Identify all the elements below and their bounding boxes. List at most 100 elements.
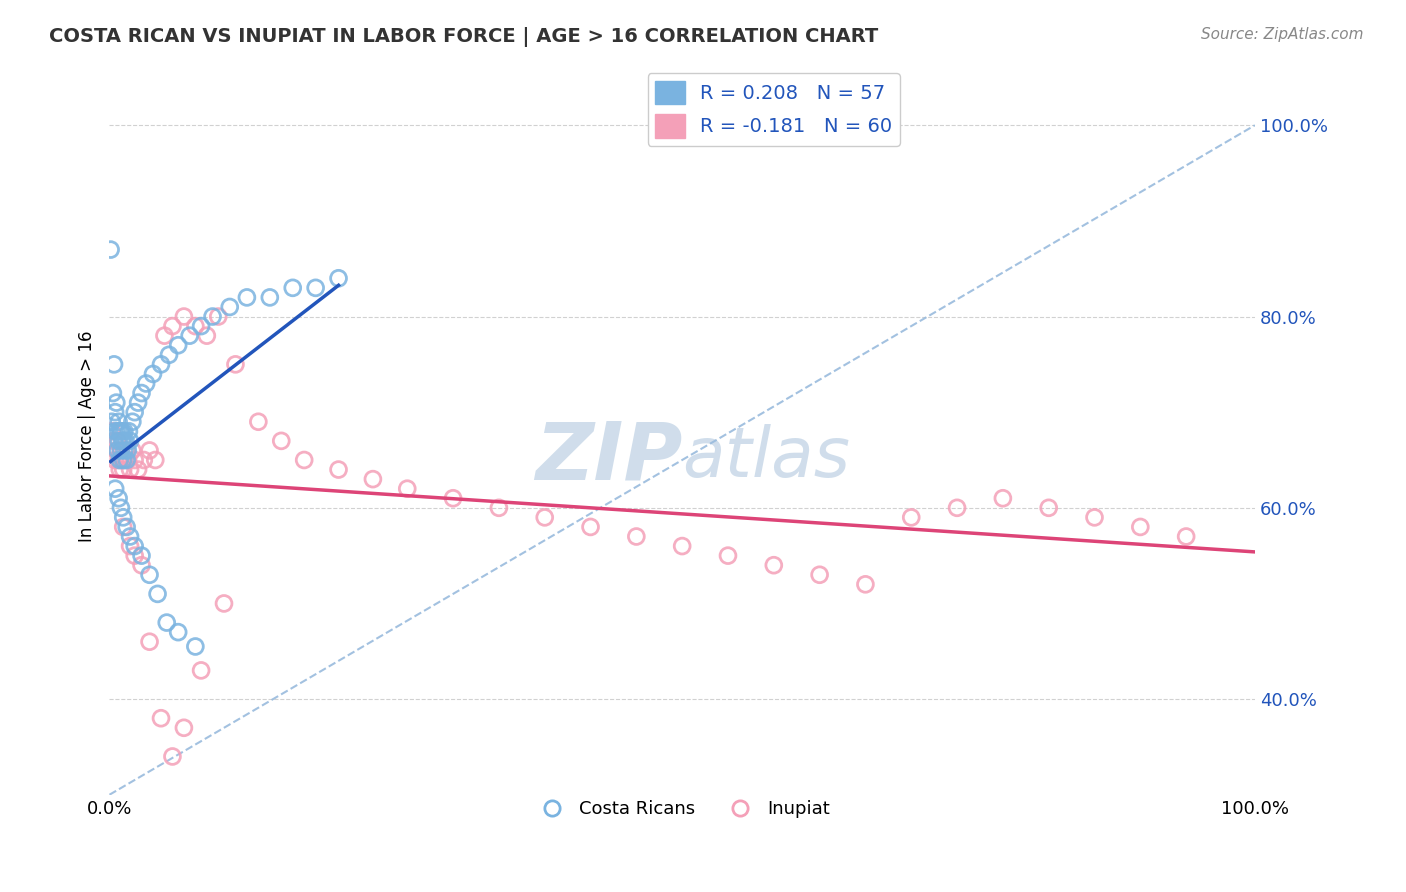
Point	[328, 462, 350, 476]
Point	[150, 711, 173, 725]
Point	[533, 510, 555, 524]
Point	[101, 386, 124, 401]
Y-axis label: In Labor Force | Age > 16: In Labor Force | Age > 16	[79, 330, 96, 541]
Point	[138, 634, 160, 648]
Point	[107, 453, 129, 467]
Point	[173, 721, 195, 735]
Point	[120, 462, 142, 476]
Point	[991, 491, 1014, 506]
Point	[900, 510, 922, 524]
Text: ZIP: ZIP	[534, 418, 682, 497]
Point	[124, 549, 146, 563]
Point	[131, 549, 153, 563]
Point	[112, 434, 135, 448]
Point	[118, 425, 141, 439]
Point	[115, 453, 138, 467]
Point	[121, 415, 143, 429]
Point	[281, 281, 304, 295]
Point	[808, 567, 831, 582]
Point	[107, 434, 129, 448]
Point	[112, 510, 135, 524]
Point	[103, 434, 125, 448]
Point	[108, 462, 131, 476]
Point	[579, 520, 602, 534]
Point	[110, 500, 132, 515]
Point	[671, 539, 693, 553]
Point	[112, 453, 135, 467]
Point	[143, 453, 166, 467]
Point	[146, 587, 169, 601]
Point	[120, 434, 142, 448]
Point	[111, 453, 134, 467]
Point	[224, 357, 246, 371]
Point	[138, 443, 160, 458]
Point	[105, 395, 128, 409]
Point	[236, 290, 259, 304]
Point	[114, 434, 136, 448]
Point	[100, 425, 122, 439]
Point	[107, 491, 129, 506]
Point	[115, 443, 138, 458]
Point	[124, 539, 146, 553]
Point	[179, 328, 201, 343]
Point	[131, 558, 153, 573]
Point	[304, 281, 326, 295]
Point	[107, 443, 129, 458]
Point	[162, 749, 184, 764]
Point	[132, 453, 155, 467]
Point	[190, 319, 212, 334]
Point	[100, 243, 122, 257]
Point	[946, 500, 969, 515]
Point	[292, 453, 315, 467]
Text: Source: ZipAtlas.com: Source: ZipAtlas.com	[1201, 27, 1364, 42]
Point	[361, 472, 384, 486]
Point	[167, 625, 190, 640]
Point	[201, 310, 224, 324]
Point	[120, 529, 142, 543]
Point	[218, 300, 240, 314]
Point	[104, 405, 127, 419]
Point	[138, 567, 160, 582]
Point	[626, 529, 648, 543]
Point	[110, 443, 132, 458]
Point	[117, 453, 139, 467]
Point	[441, 491, 464, 506]
Point	[131, 386, 153, 401]
Point	[104, 482, 127, 496]
Point	[112, 425, 135, 439]
Point	[150, 357, 173, 371]
Point	[108, 453, 131, 467]
Point	[153, 328, 176, 343]
Point	[111, 434, 134, 448]
Point	[107, 434, 129, 448]
Point	[111, 425, 134, 439]
Point	[184, 319, 207, 334]
Point	[142, 367, 165, 381]
Point	[270, 434, 292, 448]
Point	[117, 443, 139, 458]
Point	[855, 577, 877, 591]
Point	[190, 664, 212, 678]
Point	[156, 615, 179, 630]
Point	[103, 357, 125, 371]
Point	[107, 415, 129, 429]
Point	[173, 310, 195, 324]
Point	[1038, 500, 1060, 515]
Point	[112, 520, 135, 534]
Point	[108, 425, 131, 439]
Point	[127, 395, 149, 409]
Point	[195, 328, 218, 343]
Point	[124, 453, 146, 467]
Text: COSTA RICAN VS INUPIAT IN LABOR FORCE | AGE > 16 CORRELATION CHART: COSTA RICAN VS INUPIAT IN LABOR FORCE | …	[49, 27, 879, 46]
Point	[184, 640, 207, 654]
Text: atlas: atlas	[682, 424, 851, 491]
Point	[1129, 520, 1152, 534]
Point	[127, 462, 149, 476]
Point	[110, 425, 132, 439]
Point	[105, 443, 128, 458]
Point	[157, 348, 180, 362]
Point	[328, 271, 350, 285]
Point	[717, 549, 740, 563]
Legend: Costa Ricans, Inupiat: Costa Ricans, Inupiat	[527, 793, 838, 825]
Point	[396, 482, 419, 496]
